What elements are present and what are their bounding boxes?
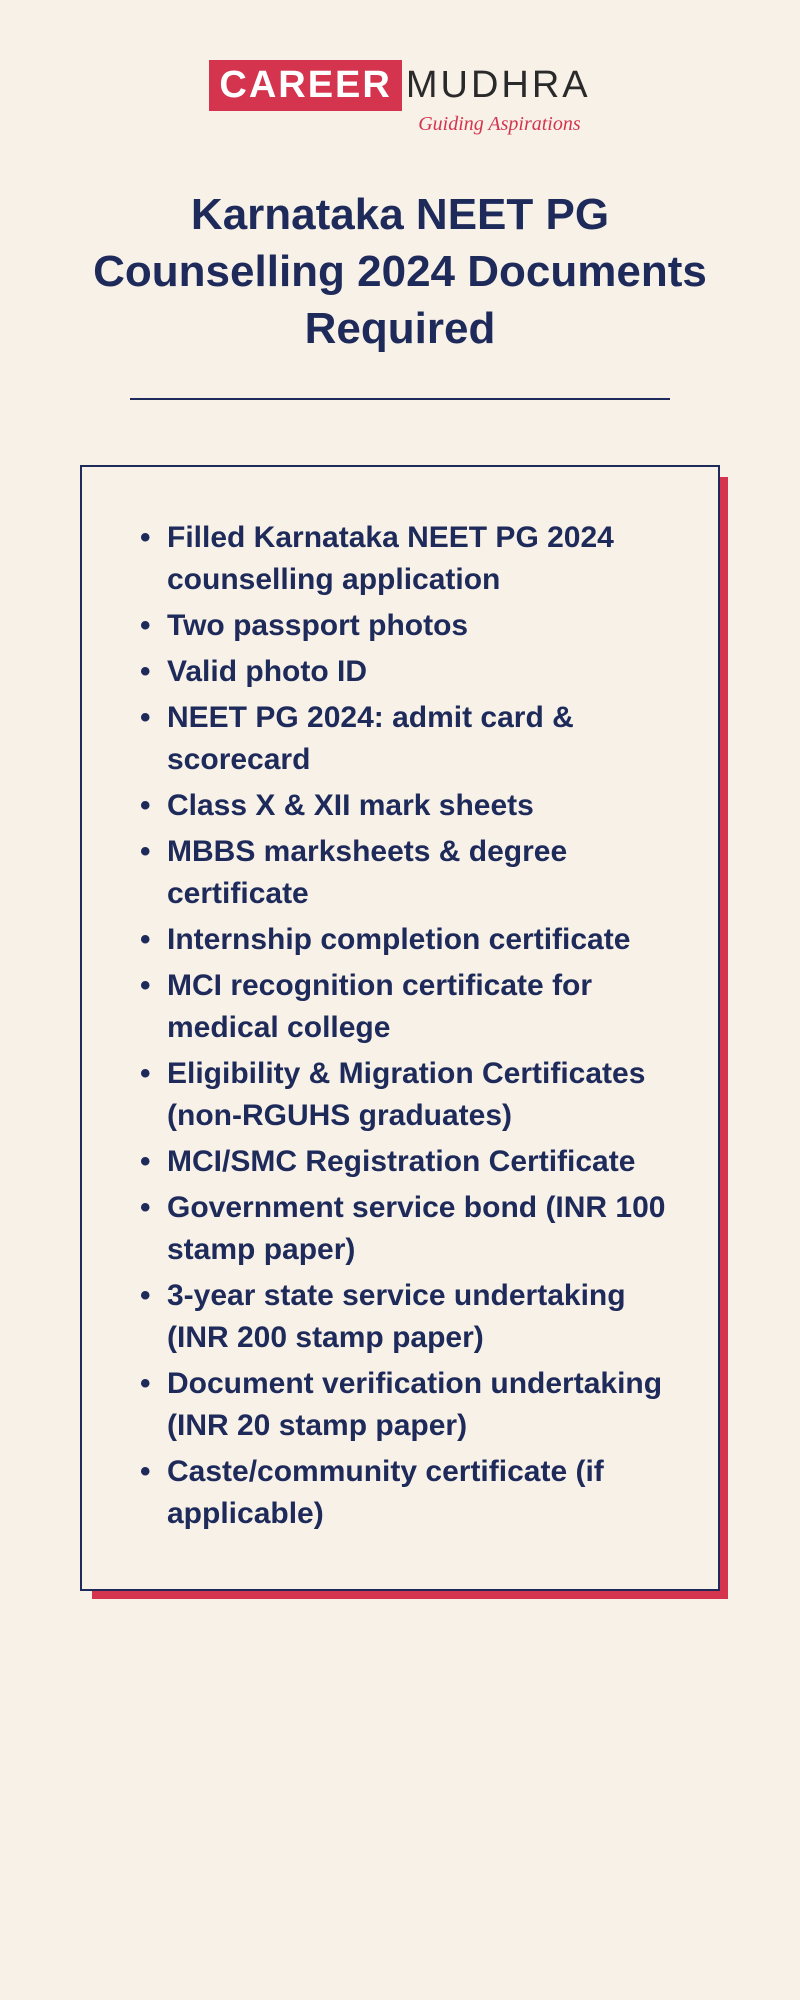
list-item: Filled Karnataka NEET PG 2024 counsellin… bbox=[132, 517, 678, 601]
document-card-wrapper: Filled Karnataka NEET PG 2024 counsellin… bbox=[80, 465, 720, 1591]
logo-tagline: Guiding Aspirations bbox=[209, 113, 590, 136]
list-item: Eligibility & Migration Certificates (no… bbox=[132, 1053, 678, 1137]
list-item: MBBS marksheets & degree certificate bbox=[132, 831, 678, 915]
logo-container: CAREERMUDHRA Guiding Aspirations bbox=[60, 60, 740, 136]
list-item: Two passport photos bbox=[132, 605, 678, 647]
list-item: 3-year state service undertaking (INR 20… bbox=[132, 1275, 678, 1359]
list-item: Class X & XII mark sheets bbox=[132, 785, 678, 827]
list-item: NEET PG 2024: admit card & scorecard bbox=[132, 697, 678, 781]
list-item: Internship completion certificate bbox=[132, 919, 678, 961]
list-item: Document verification undertaking (INR 2… bbox=[132, 1363, 678, 1447]
list-item: MCI recognition certificate for medical … bbox=[132, 965, 678, 1049]
list-item: Valid photo ID bbox=[132, 651, 678, 693]
logo-career-text: CAREER bbox=[209, 60, 401, 111]
document-list: Filled Karnataka NEET PG 2024 counsellin… bbox=[132, 517, 678, 1535]
list-item: Government service bond (INR 100 stamp p… bbox=[132, 1187, 678, 1271]
list-item: Caste/community certificate (if applicab… bbox=[132, 1451, 678, 1535]
list-item: MCI/SMC Registration Certificate bbox=[132, 1141, 678, 1183]
title-divider bbox=[130, 398, 670, 400]
logo-mudhra-text: MUDHRA bbox=[406, 64, 591, 107]
page-title: Karnataka NEET PG Counselling 2024 Docum… bbox=[60, 186, 740, 358]
document-card: Filled Karnataka NEET PG 2024 counsellin… bbox=[80, 465, 720, 1591]
logo: CAREERMUDHRA Guiding Aspirations bbox=[209, 60, 590, 136]
